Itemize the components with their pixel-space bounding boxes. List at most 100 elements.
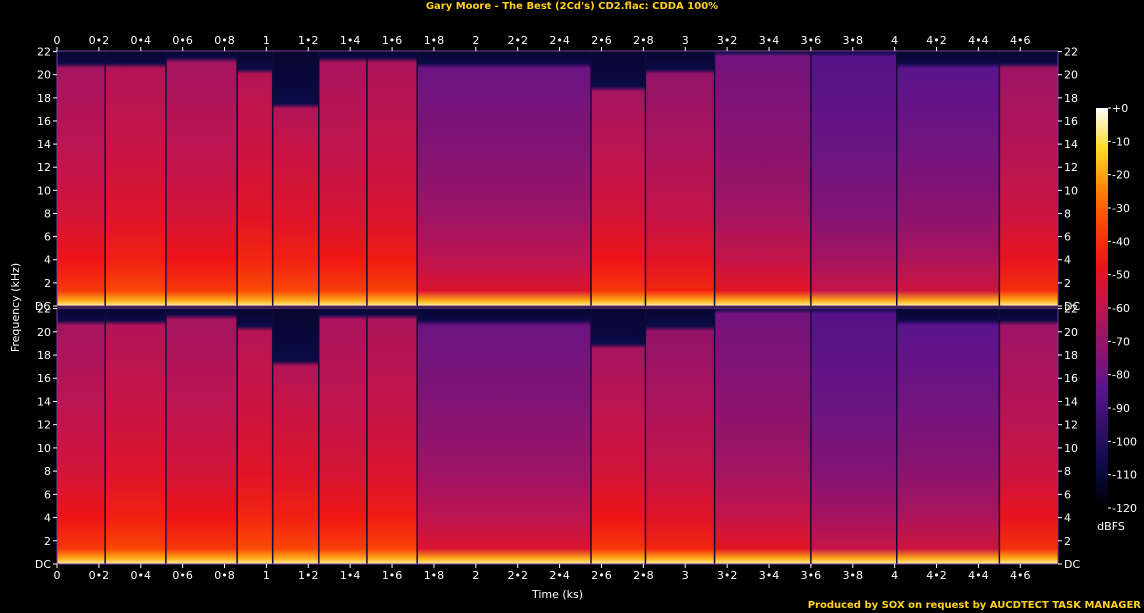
- x-tick-label-bottom: 1•8: [424, 569, 445, 582]
- x-tick-label-top: 3•2: [717, 34, 738, 47]
- x-tick-label-top: 1•2: [298, 34, 319, 47]
- y-tick-label-left: 14: [37, 395, 51, 408]
- y-tick-label-right: 2: [1064, 277, 1071, 290]
- x-tick-label-bottom: 2•8: [633, 569, 654, 582]
- colorbar-tick-label: -20: [1112, 169, 1130, 182]
- x-tick-label-bottom: 1•2: [298, 569, 319, 582]
- colorbar-tick-label: -30: [1112, 202, 1130, 215]
- colorbar-tick-label: -110: [1112, 469, 1137, 482]
- y-tick-label-right: 8: [1064, 207, 1071, 220]
- colorbar-tick-label: -50: [1112, 269, 1130, 282]
- y-tick-label-left: 10: [37, 442, 51, 455]
- x-tick-label-bottom: 1•6: [382, 569, 403, 582]
- y-tick-label-left: 4: [44, 512, 51, 525]
- y-tick-label-right: 20: [1064, 326, 1078, 339]
- y-tick-label-right: 18: [1064, 92, 1078, 105]
- x-tick-label-bottom: 3•4: [759, 569, 780, 582]
- colorbar-tick-label: -100: [1112, 435, 1137, 448]
- channel-1-panel: [56, 50, 1059, 307]
- chart-title: Gary Moore - The Best (2Cd's) CD2.flac: …: [425, 1, 719, 12]
- x-tick-label-top: 3•6: [801, 34, 822, 47]
- x-tick-label-top: 3: [682, 34, 689, 47]
- x-tick-label-top: 1•8: [424, 34, 445, 47]
- spectrogram-track-2: [105, 51, 166, 306]
- x-tick-label-bottom: 3: [682, 569, 689, 582]
- y-tick-label-left: 8: [44, 465, 51, 478]
- x-tick-label-top: 2: [472, 34, 479, 47]
- spectrogram-track-11: [714, 51, 811, 306]
- y-tick-label-right: 10: [1064, 442, 1078, 455]
- x-tick-label-top: 2•6: [591, 34, 612, 47]
- x-tick-label-top: 0•4: [131, 34, 152, 47]
- y-tick-label-right: 14: [1064, 395, 1078, 408]
- x-tick-label-bottom: 0•8: [214, 569, 235, 582]
- y-tick-label-left: DC: [35, 558, 51, 571]
- x-tick-label-top: 3•8: [843, 34, 864, 47]
- colorbar: +0 -10 -20 -30 -40 -50 -60 -70 -80 -90 -100 -110 -12…: [1096, 102, 1137, 533]
- x-tick-label-bottom: 1: [263, 569, 270, 582]
- x-tick-label-bottom: 3•6: [801, 569, 822, 582]
- channel-2-panel: [56, 307, 1059, 565]
- x-tick-label-top: 3•4: [759, 34, 780, 47]
- y-tick-label-right: DC: [1064, 558, 1080, 571]
- colorbar-label: dBFS: [1097, 520, 1125, 533]
- y-tick-label-left: 6: [44, 231, 51, 244]
- y-tick-label-right: 12: [1064, 161, 1078, 174]
- y-tick-label-left: 16: [37, 115, 51, 128]
- x-tick-label-bottom: 4•2: [926, 569, 947, 582]
- x-tick-label-bottom: 2: [472, 569, 479, 582]
- y-tick-label-right: 2: [1064, 535, 1071, 548]
- spectrogram-track-7: [366, 51, 418, 306]
- colorbar-tick-label: -80: [1112, 369, 1130, 382]
- spectrogram-track-4: [237, 51, 273, 306]
- x-tick-label-bottom: 2•2: [507, 569, 528, 582]
- y-axis-label: Frequency (kHz): [9, 263, 22, 352]
- spectrogram-track-1: [57, 308, 106, 564]
- x-tick-label-top: 2•4: [549, 34, 570, 47]
- colorbar-tick-label: +0: [1112, 102, 1128, 115]
- panel-frame: [56, 50, 1059, 307]
- y-tick-label-right: DC: [1064, 300, 1080, 313]
- y-tick-label-right: 16: [1064, 115, 1078, 128]
- spectrogram-track-12: [810, 308, 897, 564]
- spectrogram-track-2: [105, 308, 166, 564]
- y-tick-label-left: 2: [44, 277, 51, 290]
- x-tick-label-bottom: 0: [54, 569, 61, 582]
- panel-frame: [56, 307, 1059, 565]
- y-tick-label-right: 22: [1064, 46, 1078, 59]
- colorbar-tick-label: -40: [1112, 235, 1130, 248]
- spectrogram-track-3: [165, 51, 238, 306]
- spectrogram-track-10: [645, 308, 715, 564]
- y-tick-label-right: 16: [1064, 372, 1078, 385]
- spectrogram-track-13: [896, 308, 1000, 564]
- spectrogram-track-6: [318, 308, 367, 564]
- y-tick-label-left: 20: [37, 326, 51, 339]
- x-tick-label-top: 0•8: [214, 34, 235, 47]
- spectrogram-track-4: [237, 308, 273, 564]
- y-tick-label-right: 10: [1064, 184, 1078, 197]
- x-tick-label-top: 4•2: [926, 34, 947, 47]
- colorbar-tick-label: -90: [1112, 402, 1130, 415]
- spectrogram-track-9: [591, 51, 646, 306]
- spectrogram-track-13: [896, 51, 1000, 306]
- y-tick-label-left: 12: [37, 161, 51, 174]
- y-tick-label-right: 12: [1064, 419, 1078, 432]
- x-tick-label-bottom: 1•4: [340, 569, 361, 582]
- y-tick-label-left: 8: [44, 207, 51, 220]
- colorbar-tick-label: -10: [1112, 135, 1130, 148]
- spectrogram-track-14: [999, 308, 1058, 564]
- y-tick-label-left: 10: [37, 184, 51, 197]
- y-tick-label-left: 2: [44, 535, 51, 548]
- x-tick-label-top: 0•6: [172, 34, 193, 47]
- spectrogram-track-8: [417, 308, 592, 564]
- x-tick-label-bottom: 2•4: [549, 569, 570, 582]
- x-tick-label-top: 4: [891, 34, 898, 47]
- x-tick-label-top: 1•4: [340, 34, 361, 47]
- y-tick-label-right: 20: [1064, 69, 1078, 82]
- y-tick-label-left: 18: [37, 349, 51, 362]
- colorbar-scale: [1096, 108, 1108, 508]
- y-tick-label-right: 18: [1064, 349, 1078, 362]
- y-tick-label-right: 4: [1064, 512, 1071, 525]
- axes: 0 0 0•2 0•2 0•4 0•4 0•6 0•6 0•8 0•8 1 1 1•2 1•2 1•4 1•4…: [9, 34, 1080, 601]
